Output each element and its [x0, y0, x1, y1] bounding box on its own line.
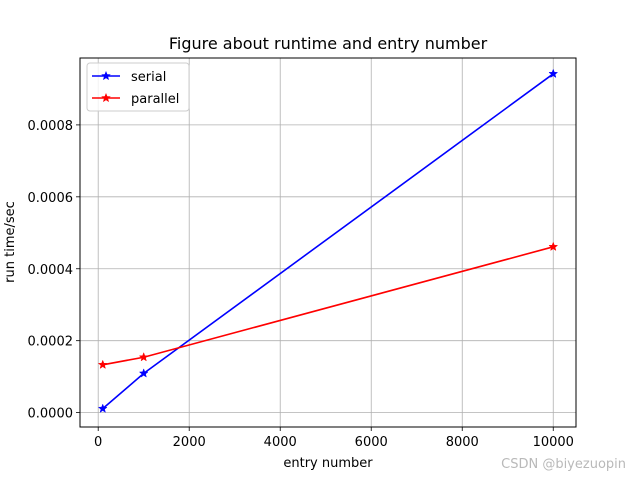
x-tick-label: 8000	[446, 435, 479, 450]
x-tick-label: 4000	[264, 435, 297, 450]
legend-box	[86, 62, 190, 112]
data-point-parallel	[97, 359, 108, 369]
y-axis-label: run time/sec	[3, 201, 18, 283]
data-point-serial	[97, 403, 108, 413]
y-tick-label: 0.0006	[28, 191, 74, 206]
ticks: 0 2000 4000 6000 8000 10000 0.0000 0.0002 0.0004…	[28, 119, 574, 450]
data-point-serial	[138, 368, 149, 378]
legend-marker-parallel	[101, 92, 111, 103]
x-tick-label: 2000	[173, 435, 206, 450]
grid	[80, 58, 576, 427]
legend-label-serial: serial	[131, 70, 166, 85]
legend: serial parallel	[86, 62, 190, 112]
x-tick-label: 10000	[533, 435, 574, 450]
series-line-serial	[102, 73, 554, 410]
watermark: CSDN @biyezuopin	[501, 457, 626, 472]
y-tick-label: 0.0002	[28, 335, 74, 350]
y-tick-label: 0.0000	[28, 407, 74, 422]
legend-marker-serial	[101, 70, 111, 81]
series-line-parallel	[102, 246, 554, 366]
data-point-serial	[548, 68, 559, 79]
axes-frame	[79, 57, 577, 428]
data-point-parallel	[548, 241, 559, 252]
series-layer	[97, 68, 559, 413]
x-tick-label: 6000	[355, 435, 388, 450]
chart-title: Figure about runtime and entry number	[169, 34, 488, 53]
legend-label-parallel: parallel	[131, 92, 179, 107]
y-tick-label: 0.0004	[28, 263, 74, 278]
data-point-parallel	[138, 352, 149, 362]
legend-entries: serial parallel	[92, 70, 179, 107]
y-tick-label: 0.0008	[28, 119, 74, 134]
x-axis-label: entry number	[283, 456, 373, 471]
x-tick-label: 0	[94, 435, 102, 450]
